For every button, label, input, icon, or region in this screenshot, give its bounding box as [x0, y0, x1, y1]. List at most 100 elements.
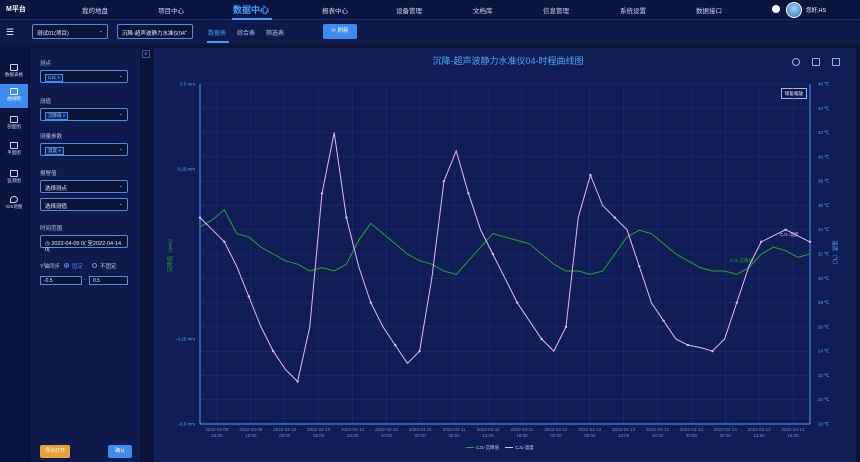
- y-max-input[interactable]: 0.5: [89, 276, 128, 285]
- x-tick-label: 06:00: [313, 433, 325, 438]
- data-point: [467, 192, 470, 195]
- export-button[interactable]: 导出打开: [40, 445, 70, 458]
- radio-not-fixed[interactable]: [92, 263, 97, 268]
- data-point: [394, 343, 397, 347]
- right-tick-label: 44 ℃: [818, 106, 830, 111]
- time-range-label: 时间范围: [40, 226, 63, 232]
- data-point: [662, 319, 665, 322]
- nav-project-center[interactable]: 项目中心: [158, 8, 184, 15]
- device-select[interactable]: 沉降-超声波静力水准仪04 ⌄: [117, 24, 193, 39]
- right-tick-label: 32 ℃: [818, 252, 830, 257]
- data-point: [198, 216, 202, 219]
- data-point: [296, 380, 299, 383]
- menu-toggle-icon[interactable]: ☰: [6, 27, 15, 37]
- legend-settlement[interactable]: CJ1-沉降值: [476, 445, 500, 450]
- project-select[interactable]: 测试01(项目) ⌄: [32, 24, 108, 39]
- data-point: [516, 301, 519, 304]
- top-navbar: M平台 我的地盘 项目中心 数据中心 报表中心 设备管理 文档库 信息管理 系统…: [0, 0, 860, 20]
- data-point: [247, 295, 250, 298]
- collapse-panel-icon[interactable]: ≡: [142, 50, 150, 58]
- refresh-button[interactable]: ⟳ 刷新: [323, 24, 357, 39]
- tab-filter-table[interactable]: 筛选表: [266, 31, 285, 37]
- left-axis-title: 沉降值（mm）: [166, 236, 174, 273]
- right-tick-label: 24 ℃: [818, 349, 830, 354]
- point-select[interactable]: CJ1 × ⌄: [40, 70, 128, 83]
- time-range-picker[interactable]: ◷ 2022-04-09 0( 至2022-04-14 0(: [40, 235, 128, 253]
- data-point: [345, 216, 348, 219]
- app-logo: M平台: [6, 6, 26, 13]
- nav-document-library[interactable]: 文档库: [473, 8, 493, 15]
- sidebar-item-plan[interactable]: 平面图: [0, 138, 28, 162]
- avatar[interactable]: [786, 2, 802, 18]
- series-line: [199, 209, 811, 275]
- x-tick-label: 00:00: [686, 433, 698, 438]
- sensor-select[interactable]: 沉降值 × ⌄: [40, 108, 128, 121]
- y-min-input[interactable]: -0.5: [40, 276, 82, 285]
- data-point: [613, 216, 616, 219]
- right-tick-label: 38 ℃: [818, 179, 830, 184]
- x-tick-label: 2022-04-10: [341, 427, 365, 432]
- x-tick-label: 00:00: [415, 433, 427, 438]
- tab-data-table[interactable]: 数据表: [208, 31, 227, 37]
- x-tick-label: 12:00: [618, 433, 630, 438]
- right-tick-label: 40 ℃: [818, 154, 830, 159]
- radio-fixed-label: 固定: [72, 264, 84, 270]
- sidebar-item-label: 平面图: [7, 150, 21, 155]
- series-end-label: CJ1-沉降值: [730, 257, 754, 264]
- tab-summary-table[interactable]: 综合表: [237, 31, 256, 37]
- data-point: [540, 337, 543, 341]
- data-point: [589, 173, 592, 177]
- x-tick-label: 2022-04-11: [409, 427, 432, 432]
- x-tick-label: 2022-04-12: [646, 427, 670, 432]
- radio-fixed[interactable]: [64, 263, 69, 268]
- right-tick-label: 30 ℃: [818, 276, 830, 281]
- legend-temperature[interactable]: CJ1-温度: [515, 445, 534, 450]
- globe-icon[interactable]: [792, 58, 800, 66]
- x-tick-label: 2022-04-13: [748, 427, 772, 432]
- user-greeting[interactable]: 您好,HS: [806, 8, 827, 14]
- x-tick-label: 18:00: [787, 433, 799, 438]
- nav-device-management[interactable]: 设备管理: [396, 8, 422, 15]
- data-point: [418, 349, 421, 353]
- x-tick-label: 12:00: [211, 433, 223, 438]
- data-point: [272, 349, 275, 353]
- line-chart: 2022-04-0912:002022-04-0918:002022-04-10…: [166, 82, 839, 439]
- data-point: [491, 252, 494, 256]
- x-tick-label: 2022-04-09: [239, 427, 263, 432]
- data-point: [735, 301, 738, 304]
- alarm-point-select[interactable]: 选择测点 ⌄: [40, 180, 128, 193]
- alarm-value-select[interactable]: 选择测值 ⌄: [40, 198, 128, 211]
- nav-info-management[interactable]: 信息管理: [543, 8, 569, 15]
- nav-my-site[interactable]: 我的地盘: [82, 8, 108, 15]
- confirm-button[interactable]: 确认: [108, 445, 132, 458]
- nav-data-center[interactable]: 数据中心: [233, 5, 270, 15]
- image-icon: [10, 142, 18, 149]
- notification-icon[interactable]: [772, 5, 780, 13]
- sidebar-item-line-chart[interactable]: 曲线图: [0, 84, 28, 108]
- data-point: [320, 192, 324, 195]
- x-tick-label: 06:00: [449, 433, 461, 438]
- image-download-icon[interactable]: [812, 58, 820, 66]
- param-select[interactable]: 温度 × ⌄: [40, 143, 128, 156]
- sensor-tag[interactable]: 沉降值 ×: [45, 112, 69, 120]
- sidebar-item-profile[interactable]: 剖面图: [0, 112, 28, 136]
- x-tick-label: 18:00: [516, 433, 528, 438]
- param-tag[interactable]: 温度 ×: [45, 147, 64, 155]
- time-range-value: 2022-04-09 0( 至2022-04-14 0(: [45, 241, 122, 253]
- x-tick-label: 12:00: [482, 433, 494, 438]
- sidebar-item-gis[interactable]: GIS地图: [0, 192, 28, 216]
- nav-report-center[interactable]: 报表中心: [322, 8, 348, 15]
- restore-zoom-button[interactable]: 恢复缩放: [781, 88, 807, 99]
- chevron-down-icon: ⌄: [118, 146, 123, 152]
- left-tick-label: -0.25 mm: [176, 337, 195, 342]
- point-tag[interactable]: CJ1 ×: [45, 74, 63, 82]
- sidebar-item-data-table[interactable]: 数据表格: [0, 60, 28, 84]
- point-tag-text: CJ1: [48, 75, 57, 80]
- nav-system-settings[interactable]: 系统设置: [620, 8, 646, 15]
- alarm-label: 报警值: [40, 171, 57, 177]
- x-tick-label: 00:00: [550, 433, 562, 438]
- sidebar-item-monitor[interactable]: 监测图: [0, 166, 28, 190]
- nav-data-interface[interactable]: 数据接口: [696, 8, 722, 15]
- data-point: [223, 240, 226, 244]
- fullscreen-icon[interactable]: [832, 58, 840, 66]
